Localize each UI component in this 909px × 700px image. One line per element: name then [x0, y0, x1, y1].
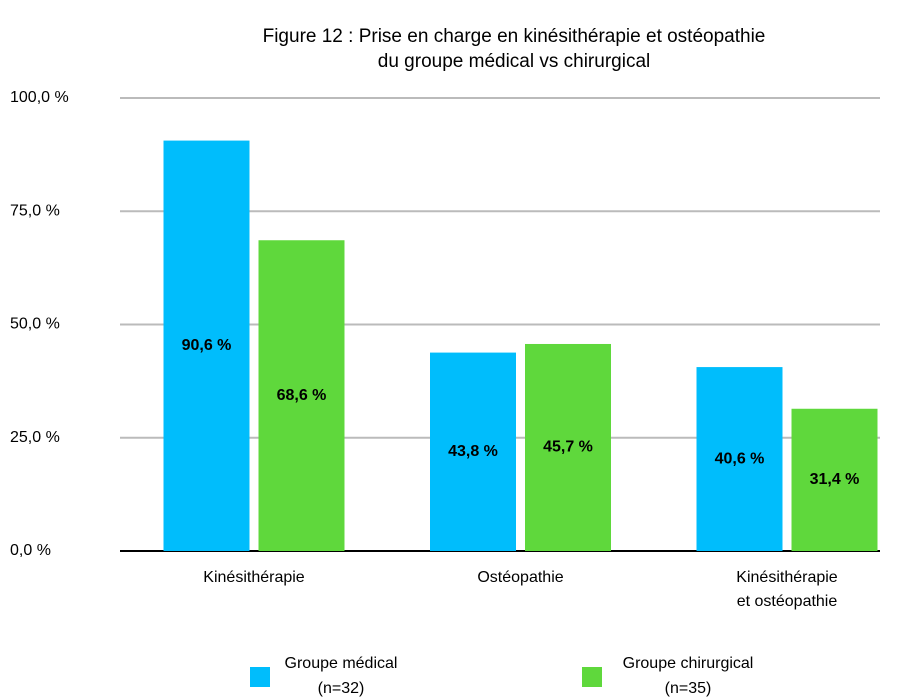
legend-label: Groupe médical — [285, 655, 398, 672]
chart-title: Figure 12 : Prise en charge en kinésithé… — [263, 26, 766, 47]
bar — [163, 140, 250, 551]
x-tick-label: Kinésithérapie — [736, 569, 838, 586]
y-tick-label: 50,0 % — [10, 316, 60, 333]
legend-swatch — [250, 667, 270, 687]
bar — [430, 352, 516, 551]
bar — [696, 367, 783, 551]
legend-label: (n=32) — [318, 680, 365, 697]
value-label: 90,6 % — [182, 337, 232, 354]
value-label: 31,4 % — [810, 471, 860, 488]
bar — [525, 343, 611, 551]
y-tick-label: 0,0 % — [10, 542, 51, 559]
value-label: 45,7 % — [543, 439, 593, 456]
x-tick-label: Ostéopathie — [477, 569, 563, 586]
y-tick-label: 75,0 % — [10, 202, 60, 219]
value-label: 43,8 % — [448, 443, 498, 460]
legend-label: Groupe chirurgical — [623, 655, 754, 672]
value-label: 40,6 % — [715, 450, 765, 467]
x-tick-label: Kinésithérapie — [203, 569, 305, 586]
x-tick-label: et ostéopathie — [737, 593, 838, 610]
y-tick-label: 25,0 % — [10, 429, 60, 446]
chart-title: du groupe médical vs chirurgical — [378, 51, 650, 72]
bar — [791, 408, 878, 551]
bar — [258, 240, 345, 551]
y-tick-label: 100,0 % — [10, 89, 69, 106]
value-label: 68,6 % — [277, 387, 327, 404]
legend-label: (n=35) — [665, 680, 712, 697]
legend-swatch — [582, 667, 602, 687]
